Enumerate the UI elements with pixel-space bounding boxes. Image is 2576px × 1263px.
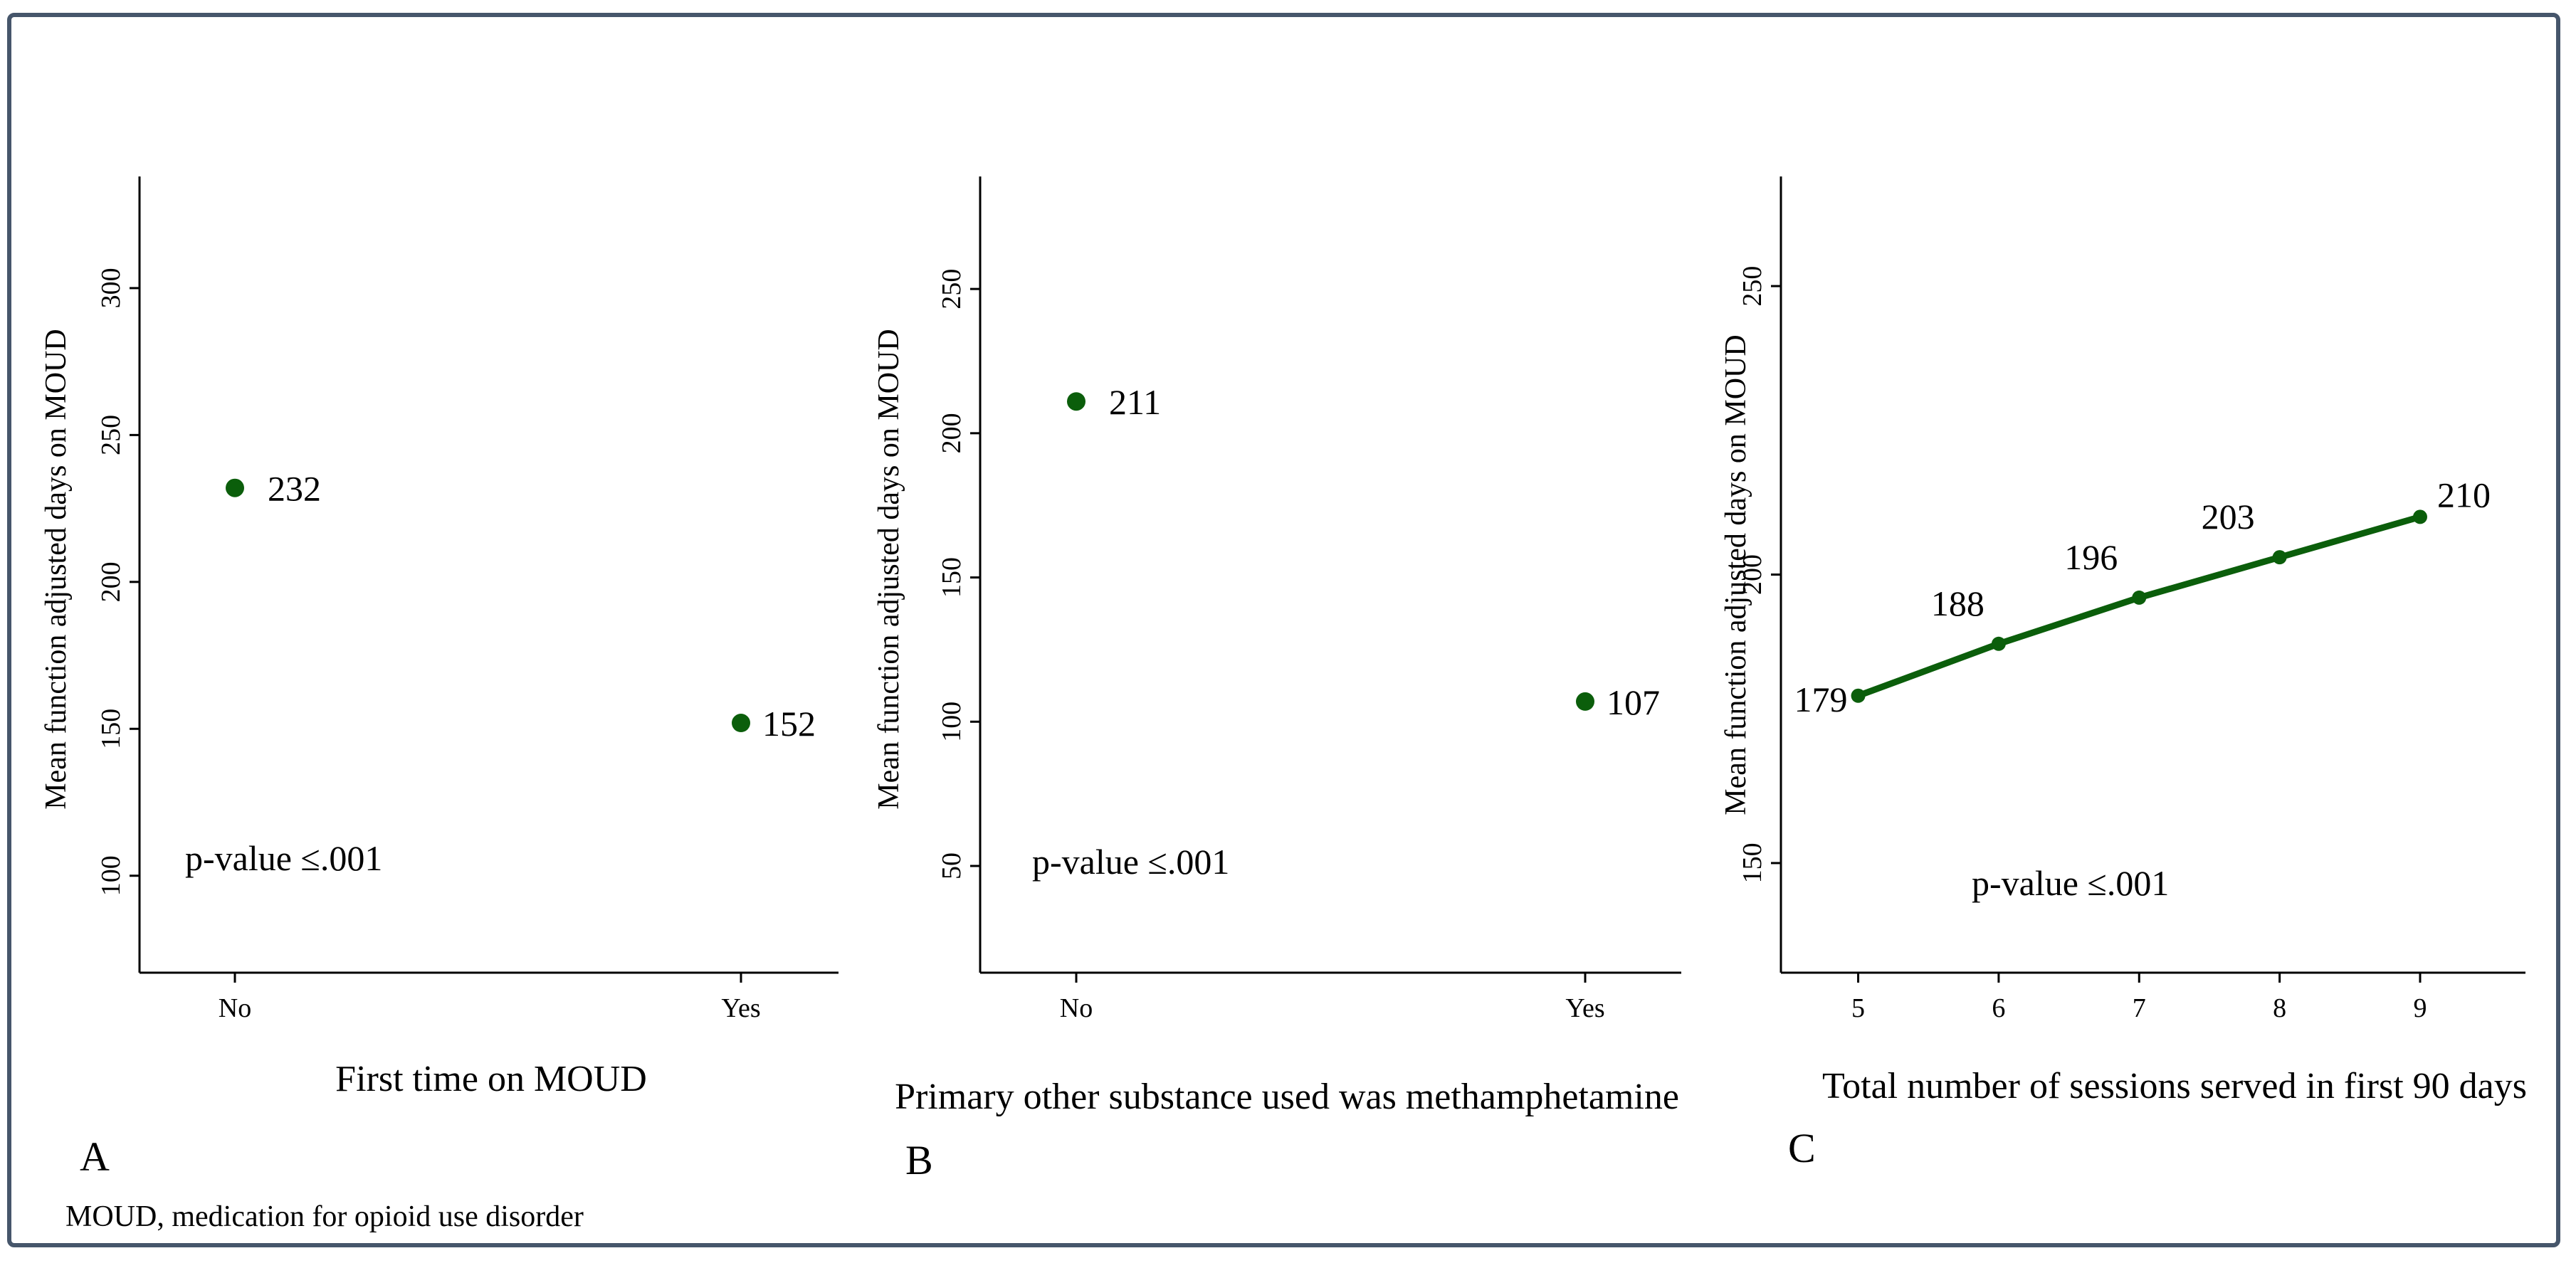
panel-a-annotation: p-value ≤.001 — [185, 838, 382, 878]
panel-a-data-label: 232 — [268, 469, 321, 509]
panel-b-y-tick-label: 200 — [937, 413, 967, 453]
panel-c-x-tick-label: 5 — [1851, 993, 1865, 1023]
panel-b-x-tick-label: No — [1060, 993, 1093, 1023]
panel-c-x-tick-label: 6 — [1992, 993, 2005, 1023]
panel-a: Mean function adjusted days on MOUD Firs… — [40, 176, 838, 1180]
panel-c-data-point — [1851, 688, 1866, 703]
panel-a-data-point — [226, 478, 244, 497]
panel-b-x-tick-label: Yes — [1565, 993, 1604, 1023]
panel-c-data-label: 210 — [2437, 475, 2491, 514]
panel-c-y-tick-label: 150 — [1738, 842, 1767, 883]
panel-b-y-tick-label: 100 — [937, 702, 967, 742]
panel-a-xlabel: First time on MOUD — [335, 1059, 647, 1099]
panel-a-x-tick-label: No — [219, 993, 251, 1023]
panel-c: Mean function adjusted days on MOUD Tota… — [1720, 176, 2527, 1171]
panel-c-annotation: p-value ≤.001 — [1972, 863, 2169, 903]
panel-c-y-tick-label: 250 — [1738, 266, 1767, 307]
panel-b-data-point — [1067, 392, 1085, 411]
figure-frame — [7, 13, 2560, 1247]
panel-b-y-tick-label: 250 — [937, 269, 967, 310]
panel-c-data-label: 188 — [1931, 583, 1984, 623]
panel-a-y-tick-label: 300 — [96, 268, 126, 308]
panel-b-data-point — [1576, 692, 1594, 711]
panel-a-y-tick-label: 200 — [96, 561, 126, 602]
panel-b-y-tick-label: 50 — [937, 852, 967, 879]
panel-c-data-label: 203 — [2202, 497, 2255, 537]
panel-a-label: A — [80, 1133, 110, 1180]
panel-a-data-point — [732, 714, 750, 733]
panel-c-x-tick-label: 8 — [2273, 993, 2286, 1023]
panel-c-data-point — [1991, 636, 2006, 651]
panel-c-data-label: 196 — [2064, 537, 2118, 577]
panel-c-data-point — [2412, 509, 2427, 524]
panel-c-ylabel: Mean function adjusted days on MOUD — [1720, 334, 1752, 815]
panel-b-data-label: 107 — [1607, 682, 1660, 722]
panel-c-x-tick-label: 9 — [2413, 993, 2427, 1023]
panel-a-x-tick-label: Yes — [721, 993, 760, 1023]
panel-c-y-tick-label: 200 — [1738, 554, 1767, 595]
footnote: MOUD, medication for opioid use disorder — [65, 1200, 584, 1233]
panel-c-data-point — [2272, 550, 2287, 565]
panel-b-label: B — [905, 1137, 933, 1183]
panel-b-data-label: 211 — [1109, 382, 1161, 422]
panel-a-data-label: 152 — [762, 704, 816, 744]
panel-b-xlabel: Primary other substance used was methamp… — [895, 1077, 1679, 1117]
panel-c-data-label: 179 — [1794, 680, 1848, 719]
panel-b-ylabel: Mean function adjusted days on MOUD — [873, 329, 905, 809]
panel-a-y-tick-label: 250 — [96, 415, 126, 455]
panel-c-x-tick-label: 7 — [2133, 993, 2146, 1023]
panel-c-data-point — [2132, 590, 2147, 605]
panel-a-y-tick-label: 100 — [96, 855, 126, 896]
panel-a-y-tick-label: 150 — [96, 709, 126, 749]
panel-b-annotation: p-value ≤.001 — [1032, 842, 1229, 882]
panel-c-xlabel: Total number of sessions served in first… — [1822, 1066, 2527, 1106]
panel-b-y-tick-label: 150 — [937, 557, 967, 598]
panel-c-label: C — [1788, 1125, 1816, 1171]
panel-b: Mean function adjusted days on MOUD Prim… — [873, 176, 1681, 1183]
panel-a-ylabel: Mean function adjusted days on MOUD — [40, 329, 73, 809]
